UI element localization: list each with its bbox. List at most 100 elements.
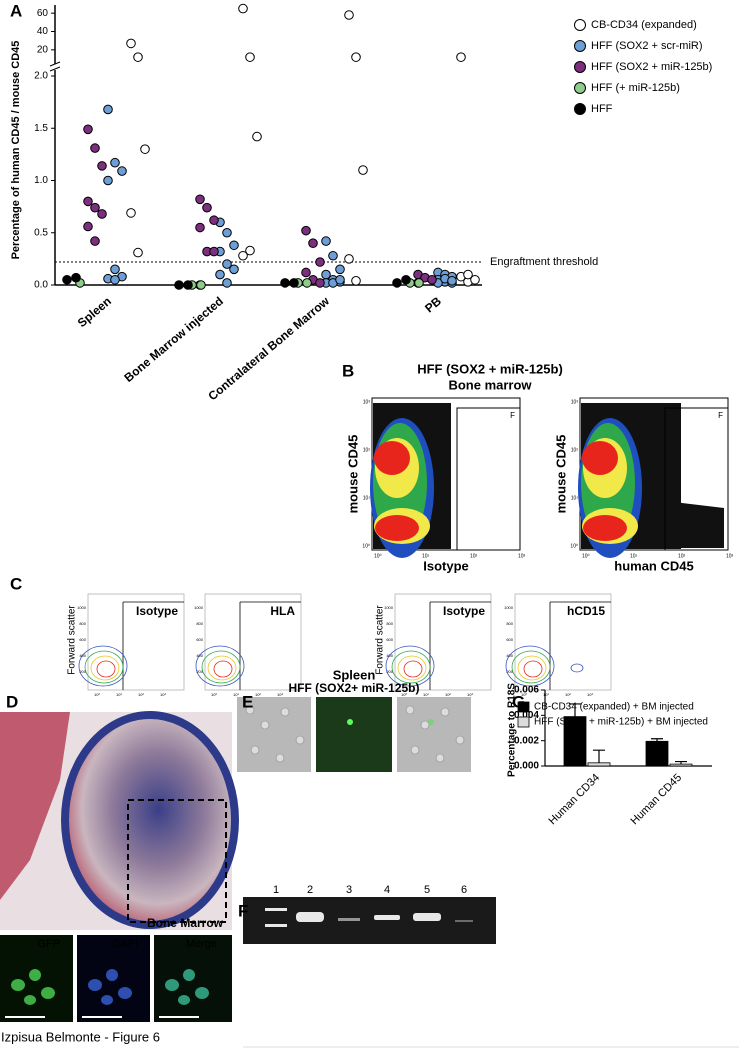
density-red [375, 515, 419, 541]
data-point [174, 280, 184, 290]
contour-label: hCD15 [567, 604, 605, 618]
contour [90, 655, 120, 681]
data-point [103, 175, 113, 186]
y-tick-label: 1000 [194, 605, 204, 610]
density-red [374, 441, 410, 475]
y-tick-label: 400 [196, 653, 203, 658]
y-tick-label: 10³ [363, 399, 371, 405]
data-point [321, 236, 331, 246]
legend-label: CB-CD34 (expanded) + BM injected [534, 702, 694, 713]
image-caption: Bone Marrow [147, 916, 224, 930]
y-tick-label: 10² [571, 447, 579, 453]
data-point [202, 202, 212, 213]
y-tick-label: 200 [79, 669, 86, 674]
data-point [97, 161, 107, 171]
data-point [335, 264, 345, 275]
gel-bands [265, 908, 473, 927]
gel-image [243, 897, 496, 944]
flow-x-label: Isotype [423, 558, 469, 573]
contour [523, 660, 543, 678]
data-point [456, 52, 466, 62]
data-point [222, 227, 232, 238]
density-tail [640, 498, 724, 548]
panel-b-title: HFF (SOX2 + miR-125b) [417, 361, 563, 376]
bar [669, 763, 693, 767]
data-point [209, 246, 219, 257]
y-tick-label: 600 [386, 637, 393, 642]
y-tick-label: 10⁰ [362, 543, 370, 549]
flow-plot [394, 593, 492, 691]
data-point [83, 124, 93, 135]
x-tick-label: 10¹ [630, 553, 638, 559]
error-bar [569, 703, 581, 717]
x-tick-label: 10² [565, 692, 571, 697]
panel-letter: B [342, 361, 354, 380]
contour [391, 650, 431, 684]
stain-label: GFP [37, 938, 60, 950]
contour-label: HLA [270, 604, 295, 618]
data-point [245, 52, 255, 62]
data-point [222, 278, 232, 288]
contour-label: Isotype [136, 604, 178, 618]
contour [385, 645, 435, 687]
y2-tick-label: 20 [37, 44, 49, 55]
y2-tick-label: 40 [37, 26, 49, 37]
data-point [90, 236, 100, 246]
y2-tick-label: 60 [37, 8, 49, 19]
data-point [315, 278, 325, 288]
data-point [209, 215, 219, 226]
data-point [71, 272, 81, 283]
y-tick-label: 10¹ [571, 495, 579, 501]
y-tick-label: 1000 [384, 605, 394, 610]
contour [570, 663, 584, 673]
lane-label: 5 [424, 884, 430, 896]
data-point [328, 250, 338, 261]
y-tick-label: 0.0 [34, 280, 48, 291]
y-axis-label: Percentage of human CD45 / mouse CD45 [10, 41, 22, 260]
x-tick-label: 10¹ [233, 692, 239, 697]
y-tick-label: 0.002 [514, 735, 539, 746]
y-axis-label: Percentage to R18S [507, 683, 518, 777]
data-point [97, 209, 107, 219]
data-point [351, 52, 361, 62]
contour [195, 645, 245, 687]
lane-label: 4 [384, 884, 390, 896]
y-tick-label: 600 [79, 637, 86, 642]
contour [403, 660, 423, 678]
data-point [252, 131, 262, 142]
legend-label: HFF (SOX2 + scr-miR) [591, 40, 703, 52]
gate [664, 407, 729, 551]
y-tick-label: 800 [196, 621, 203, 626]
y-tick-label: 10³ [571, 399, 579, 405]
y-tick-label: 400 [386, 653, 393, 658]
y-tick-label: 1.5 [34, 123, 48, 134]
cells [245, 705, 465, 763]
gate [456, 407, 521, 551]
x-tick-label: 10⁰ [94, 692, 100, 697]
y-tick-label: 1.0 [34, 175, 48, 186]
flow-y-label: mouse CD45 [553, 435, 568, 514]
flow-plot [87, 593, 185, 691]
x-tick-label: PB [422, 294, 444, 316]
y-tick-label: 400 [79, 653, 86, 658]
bar [645, 740, 669, 767]
contour [78, 645, 128, 687]
data-point [90, 202, 100, 213]
x-tick-label: 10² [255, 692, 261, 697]
legend-label: HFF (SOX2 + miR-125b) [591, 61, 712, 73]
data-point [110, 264, 120, 275]
panel-e-title: Spleen [333, 667, 376, 682]
x-tick-label: 10¹ [116, 692, 122, 697]
error-bar [675, 760, 687, 765]
data-point [229, 264, 239, 275]
panel-letter: D [6, 692, 18, 711]
x-tick-label: 10² [138, 692, 144, 697]
data-point [103, 104, 113, 115]
y-tick-label: 10⁰ [570, 543, 578, 549]
panel-b-subtitle: Bone marrow [448, 377, 532, 392]
data-point [133, 52, 143, 62]
x-tick-label: Contralateral Bone Marrow [205, 294, 332, 404]
data-point [62, 274, 72, 285]
contour [517, 655, 547, 681]
x-tick-label: 10³ [277, 692, 283, 697]
